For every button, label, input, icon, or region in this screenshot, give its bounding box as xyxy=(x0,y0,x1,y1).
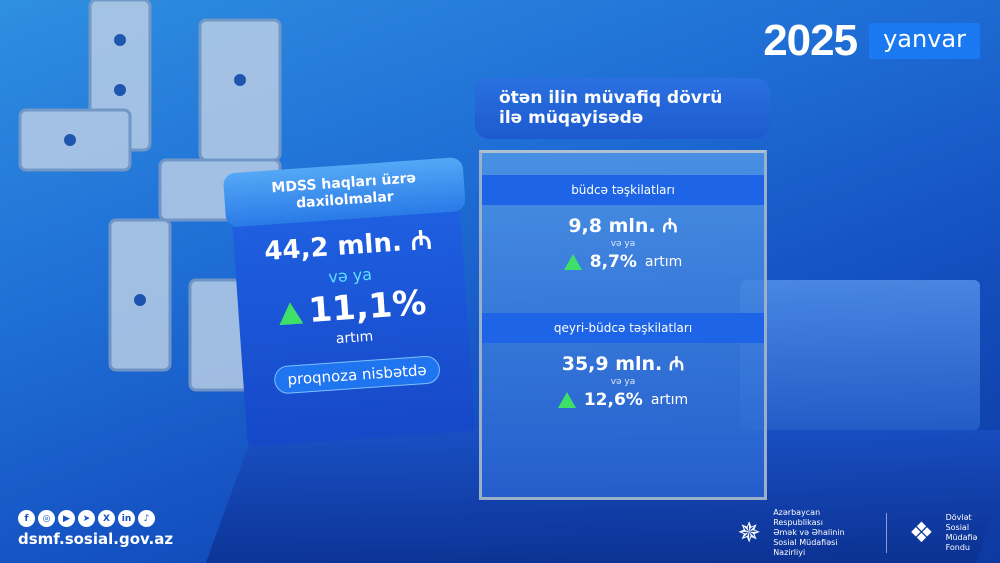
facebook-icon[interactable]: f xyxy=(18,510,35,527)
date-header: 2025 yanvar xyxy=(763,16,980,66)
nonbudget-percent: 12,6% xyxy=(583,389,643,410)
title-line: ötən ilin müvafiq dövrü xyxy=(499,88,723,108)
section-label-nonbudget: qeyri-büdcə təşkilatları xyxy=(482,312,764,344)
up-arrow-icon xyxy=(557,391,576,408)
logo-text: Fondu xyxy=(945,543,970,552)
ministry-logo-icon: ✵ xyxy=(737,516,761,549)
x-icon[interactable]: X xyxy=(98,510,115,527)
year: 2025 xyxy=(763,16,858,65)
title-line: ilə müqayisədə xyxy=(499,108,644,129)
telegram-icon[interactable]: ➤ xyxy=(78,510,95,527)
card-body: 44,2 mln. ₼ və ya 11,1% artım proqnoza n… xyxy=(232,210,476,447)
pedestal xyxy=(740,280,980,430)
fund-logo-icon: ❖ xyxy=(908,516,935,549)
website-link[interactable]: dsmf.sosial.gov.az xyxy=(18,530,174,548)
mdss-receipts-card: MDSS haqları üzrə daxilolmalar 44,2 mln.… xyxy=(222,156,482,447)
logo-text: Sosial Müdafiə xyxy=(945,523,978,542)
linkedin-icon[interactable]: in xyxy=(118,510,135,527)
up-arrow-icon xyxy=(277,301,304,325)
logo-text: Dövlət xyxy=(945,513,972,522)
ministry-name: Azərbaycan Respublikası Əmək və Əhalinin… xyxy=(773,508,866,558)
growth-label: artım xyxy=(644,253,683,270)
footer-logos: ✵ Azərbaycan Respublikası Əmək və Əhalin… xyxy=(735,508,1000,558)
or-label: və ya xyxy=(610,377,636,388)
forecast-badge: proqnoza nisbətdə xyxy=(273,354,441,395)
fund-name: Dövlət Sosial Müdafiə Fondu xyxy=(946,513,1000,553)
budget-percent: 8,7% xyxy=(589,251,637,272)
or-label: və ya xyxy=(610,239,636,250)
tiktok-icon[interactable]: ♪ xyxy=(138,510,155,527)
up-arrow-icon xyxy=(563,253,582,270)
logo-text: Sosial Müdafiəsi Nazirliyi xyxy=(773,538,838,557)
logo-text: Əmək və Əhalinin xyxy=(773,528,845,537)
divider xyxy=(886,513,888,553)
footer-left: f ◎ ▶ ➤ X in ♪ dsmf.sosial.gov.az xyxy=(18,510,173,548)
social-links: f ◎ ▶ ➤ X in ♪ xyxy=(18,510,173,527)
comparison-panel: büdcə təşkilatları 9,8 mln. ₼ və ya 8,7%… xyxy=(479,150,767,500)
card-title: ötən ilin müvafiq dövrü ilə müqayisədə xyxy=(475,78,770,139)
nonbudget-amount: 35,9 mln. ₼ xyxy=(561,353,685,376)
budget-amount: 9,8 mln. ₼ xyxy=(568,215,678,238)
yoy-comparison-card: ötən ilin müvafiq dövrü ilə müqayisədə b… xyxy=(475,78,775,502)
youtube-icon[interactable]: ▶ xyxy=(58,510,75,527)
growth-label: artım xyxy=(650,391,689,408)
month-badge: yanvar xyxy=(869,23,980,59)
growth-percent: 11,1% xyxy=(307,282,428,331)
section-label-budget: büdcə təşkilatları xyxy=(482,175,764,206)
instagram-icon[interactable]: ◎ xyxy=(38,510,55,527)
logo-text: Azərbaycan Respublikası xyxy=(773,508,823,527)
